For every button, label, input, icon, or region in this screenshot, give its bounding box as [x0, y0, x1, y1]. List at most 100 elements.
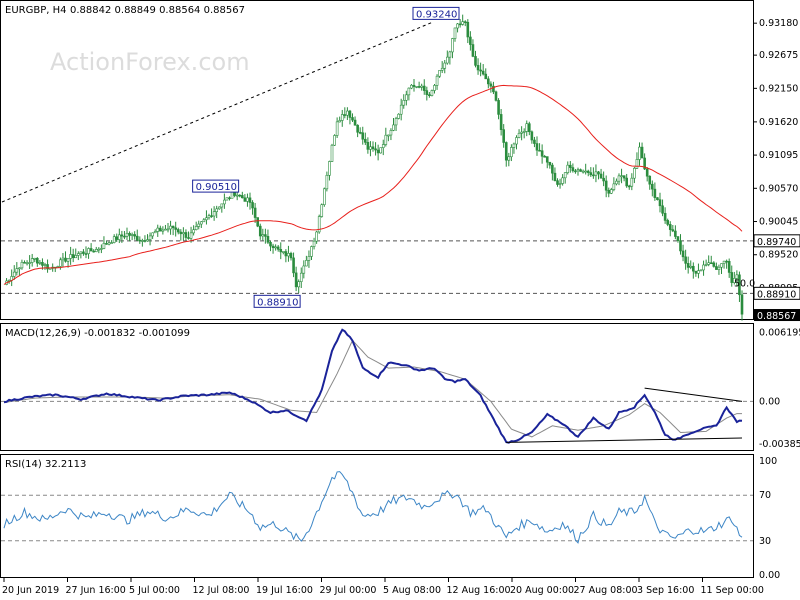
candle-body: [253, 207, 257, 218]
price-panel-frame: [0, 0, 754, 320]
candle-body: [510, 147, 513, 158]
candle-body: [502, 129, 505, 143]
candle-body: [369, 146, 372, 150]
candle-body: [77, 253, 80, 256]
candle-body: [661, 205, 664, 214]
candle-body: [371, 146, 375, 150]
candle-body: [389, 130, 393, 136]
candle-body: [307, 256, 311, 261]
candle-body: [374, 148, 377, 151]
candle-body: [694, 270, 698, 274]
macd-main-line: [3, 328, 743, 444]
candle-body: [394, 118, 398, 126]
candle-body: [512, 143, 516, 148]
candle-body: [456, 23, 459, 29]
candle-body: [74, 255, 78, 259]
candle-body: [282, 251, 285, 253]
rsi-tick-1: 70: [759, 490, 771, 501]
candle-body: [299, 272, 303, 282]
candle-body: [94, 249, 98, 253]
candle-body: [23, 261, 26, 264]
candle-body: [166, 228, 170, 231]
candle-body: [602, 177, 605, 182]
candle-body: [18, 267, 21, 270]
candle-body: [581, 170, 585, 173]
candle-body: [466, 21, 470, 38]
candle-body: [256, 217, 259, 227]
candle-body: [25, 262, 29, 265]
macd-signal-line: [3, 339, 742, 438]
candle-body: [212, 211, 216, 217]
rsi-line: [3, 471, 743, 544]
candle-body: [428, 94, 431, 96]
candle-body: [525, 123, 529, 132]
x-tick-label-7: 12 Aug 16:00: [447, 585, 511, 596]
level-tag-0: [753, 234, 800, 248]
candle-body: [217, 206, 221, 210]
candle-body: [187, 237, 190, 239]
candle-body: [348, 110, 352, 118]
candle-body: [30, 258, 34, 263]
price-tick-7: 0.89520: [759, 250, 798, 261]
candle-body: [366, 142, 370, 150]
candle-body: [146, 239, 149, 242]
macd-trendline-lower: [506, 437, 743, 443]
candle-body: [48, 268, 52, 270]
candle-body: [161, 229, 165, 232]
candle-body: [148, 235, 152, 240]
candle-body: [179, 231, 183, 235]
fib-label: 50.0: [734, 278, 755, 289]
candle-body: [697, 270, 700, 274]
candle-body: [451, 38, 454, 53]
candle-body: [651, 183, 654, 190]
candle-body: [717, 266, 721, 270]
candle-body: [107, 242, 111, 245]
candle-body: [271, 245, 275, 248]
candle-body: [12, 271, 16, 277]
candle-body: [474, 56, 477, 66]
candle-body: [553, 172, 557, 181]
candle-body: [223, 199, 226, 205]
candle-body: [228, 197, 231, 200]
candle-body: [528, 123, 531, 133]
candle-body: [159, 227, 162, 232]
candle-body: [64, 257, 67, 262]
candle-body: [463, 21, 467, 23]
rsi-tick-2: 30: [759, 536, 771, 547]
candle-body: [243, 197, 247, 202]
candle-body: [215, 208, 218, 212]
candle-body: [722, 260, 726, 264]
price-tick-6: 0.90045: [759, 217, 798, 228]
candle-body: [653, 188, 657, 198]
candle-body: [586, 170, 590, 173]
annotation-box-0: [412, 6, 460, 20]
candle-body: [735, 274, 739, 279]
candle-body: [266, 236, 270, 243]
candle-body: [205, 217, 208, 221]
candle-body: [727, 261, 731, 273]
candle-body: [69, 254, 72, 259]
candle-body: [551, 164, 554, 174]
candle-body: [33, 257, 37, 260]
x-tick-label-8: 20 Aug 00:00: [510, 585, 574, 596]
candle-body: [335, 121, 339, 136]
candle-body: [499, 114, 503, 130]
candle-body: [100, 248, 103, 250]
candle-body: [294, 272, 298, 288]
candle-body: [725, 260, 728, 263]
candle-body: [692, 265, 695, 272]
candle-body: [36, 257, 39, 264]
candle-body: [704, 264, 708, 266]
candle-body: [563, 172, 567, 179]
rsi-layer: [1, 471, 753, 544]
candle-body: [305, 260, 308, 267]
price-layer: 0.93240 0.90510 0.88910 50.0: [1, 6, 755, 321]
candle-body: [89, 248, 93, 252]
candle-body: [574, 170, 577, 173]
candle-body: [407, 87, 411, 96]
watermark: ActionForex.com: [50, 48, 250, 76]
candle-body: [276, 246, 280, 250]
sma-line: [3, 84, 743, 285]
candle-body: [376, 149, 380, 154]
